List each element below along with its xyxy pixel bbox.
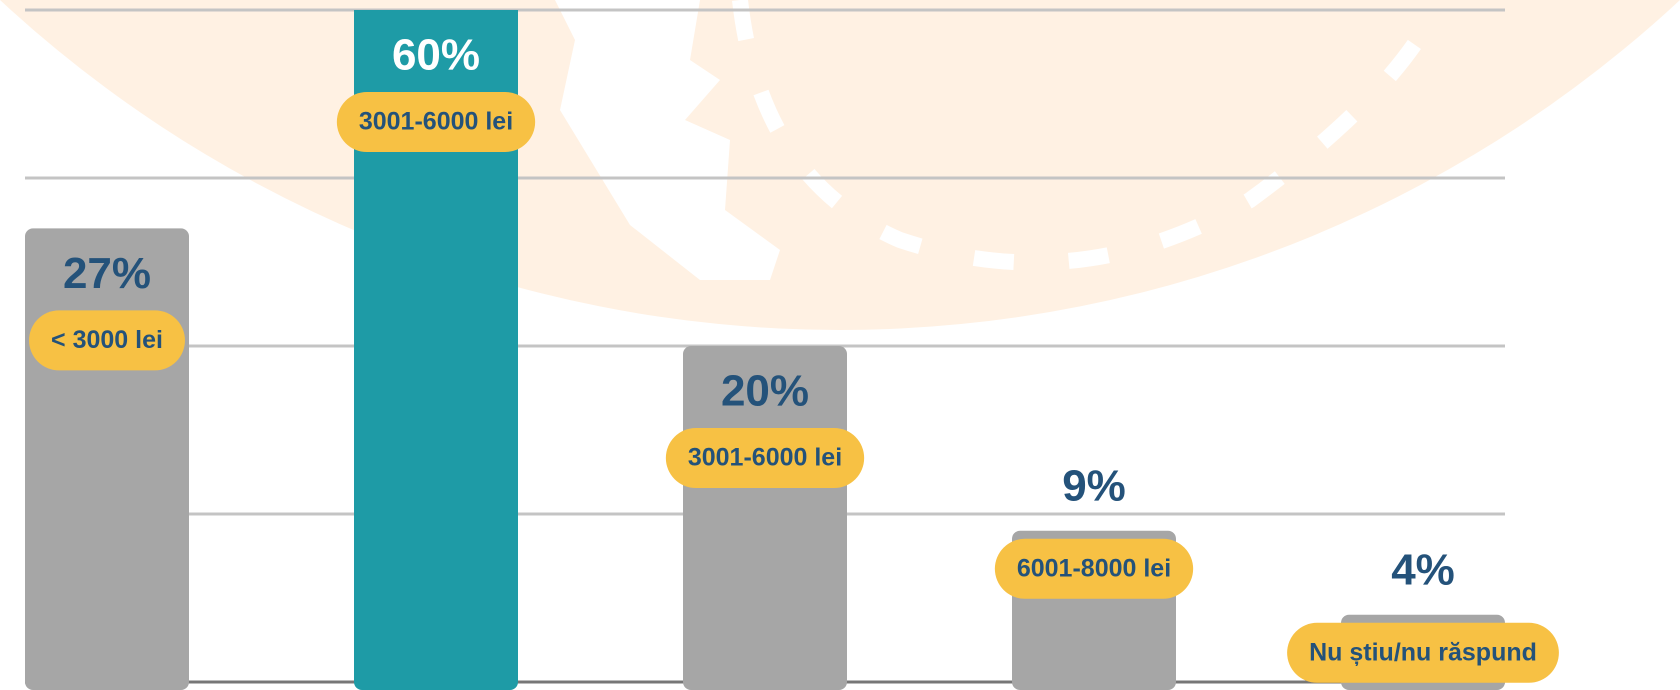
category-label: < 3000 lei xyxy=(51,326,163,354)
category-pill xyxy=(1287,622,1559,683)
category-pill xyxy=(665,428,865,488)
value-label: 27% xyxy=(63,249,151,298)
category-label: 3001-6000 lei xyxy=(688,444,842,472)
category-pill xyxy=(29,310,185,371)
decorative-map xyxy=(555,0,780,280)
value-label: 60% xyxy=(392,31,480,80)
bar xyxy=(354,10,518,690)
category-pill xyxy=(994,538,1194,599)
category-pill xyxy=(336,92,536,152)
category-label: 6001-8000 lei xyxy=(1017,554,1171,582)
value-label: 20% xyxy=(721,367,809,416)
value-label: 4% xyxy=(1391,545,1455,594)
category-label: Nu știu/nu răspund xyxy=(1309,638,1537,666)
background-circle xyxy=(0,0,1680,330)
category-label: 3001-6000 lei xyxy=(359,108,513,136)
value-label: 9% xyxy=(1062,461,1126,510)
